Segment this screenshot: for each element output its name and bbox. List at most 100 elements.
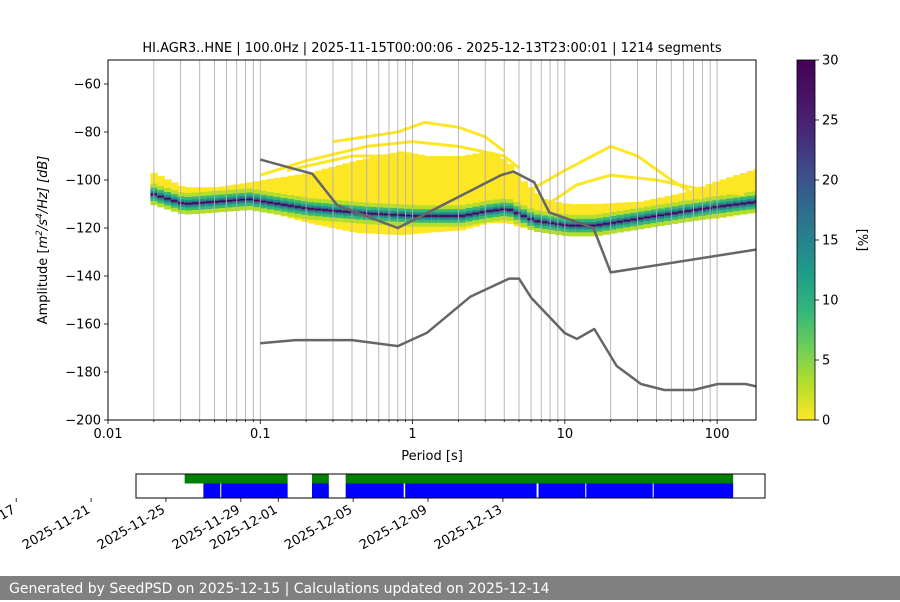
outlier-trace [286, 154, 459, 172]
density-cell [410, 215, 419, 217]
y-tick-label: −80 [74, 126, 101, 141]
colorbar-tick-label: 20 [822, 174, 839, 189]
density-cell [643, 216, 652, 219]
footer: Generated by SeedPSD on 2025-12-15 | Cal… [0, 576, 900, 600]
density-cell [403, 214, 412, 217]
density-cell [554, 223, 563, 225]
y-tick-label: −140 [65, 270, 101, 285]
density-cell [294, 206, 302, 208]
density-cell [746, 170, 755, 213]
density-cell [308, 208, 316, 210]
gap-marker [536, 483, 539, 498]
density-cell [472, 212, 480, 215]
colorbar-tick-label: 10 [822, 294, 839, 309]
y-tick-label: −180 [65, 366, 101, 381]
density-cell [486, 151, 494, 224]
colorbar-tick-label: 15 [822, 234, 839, 249]
density-cell [499, 208, 508, 211]
density-cell [506, 209, 515, 211]
density-cell [684, 210, 693, 212]
density-cell [218, 200, 227, 202]
density-cell [417, 154, 426, 234]
y-axis-ticks: −60 −80 −100 −120 −140 −160 −180 −200 [65, 78, 108, 429]
plot-area [108, 60, 756, 420]
density-cell [472, 153, 480, 227]
density-cell [314, 170, 323, 226]
density-cell [595, 224, 604, 226]
density-cell [520, 181, 528, 229]
density-cell [349, 161, 357, 233]
density-cell [458, 155, 467, 231]
availability-date-ticks: 2025-11-132025-11-172025-11-212025-11-25… [0, 498, 505, 553]
density-cell [369, 157, 378, 234]
used-span [311, 483, 329, 498]
colorbar-tick-label: 5 [822, 354, 830, 369]
plot-frame [107, 59, 757, 421]
density-cell [719, 205, 727, 207]
density-cell [451, 156, 460, 231]
density-cell [410, 153, 419, 235]
gap-marker [585, 483, 587, 498]
density-cell [287, 205, 295, 207]
used-span [203, 483, 288, 498]
density-cell [650, 215, 659, 218]
density-cell [225, 200, 234, 202]
density-cell [739, 202, 748, 205]
colorbar-tick-label: 25 [822, 114, 839, 129]
density-cell [616, 220, 624, 223]
density-cell [589, 224, 597, 227]
x-tick-label: 10 [557, 427, 574, 442]
density-cell [705, 207, 713, 209]
y-tick-label: −60 [74, 78, 101, 93]
colorbar [796, 59, 816, 421]
density-cell [465, 213, 474, 216]
density-cell [602, 223, 611, 225]
date-tick-label: 2025-11-25 [95, 502, 168, 553]
date-tick-label: 2025-12-09 [357, 502, 430, 553]
density-cell [431, 215, 439, 217]
density-cell [376, 155, 385, 235]
density-cell [499, 158, 508, 224]
density-cell [383, 154, 391, 235]
curve-nlnm [260, 277, 756, 392]
density-cell [451, 215, 460, 217]
density-cell [753, 168, 756, 212]
density-cell [280, 204, 289, 206]
density-cell [260, 200, 268, 203]
date-tick-label: 2025-11-21 [20, 502, 93, 553]
x-tick-label: 0.01 [94, 427, 123, 442]
y-axis-label: Amplitude [m2/s4/Hz] [dB] [35, 156, 51, 325]
curve-nhnm [259, 158, 756, 274]
x-axis-label: Period [s] [401, 449, 463, 464]
density-cell [321, 168, 330, 227]
density-cell [390, 214, 398, 216]
density-cell [342, 163, 350, 231]
colorbar-tick-label: 0 [822, 414, 830, 429]
density-cell [486, 210, 494, 212]
density-cell [520, 215, 528, 217]
density-cell [397, 151, 405, 236]
density-cell [246, 198, 254, 201]
density-cell [157, 195, 165, 198]
gap-marker [652, 483, 654, 498]
density-cell [657, 214, 665, 216]
density-cell [513, 212, 522, 214]
density-cell [671, 212, 679, 214]
density-cell [273, 203, 282, 205]
density-cell [712, 206, 720, 208]
density-cell [191, 202, 200, 204]
x-axis-ticks: 0.01 0.1 1 10 100 [94, 420, 730, 442]
density-cell [376, 213, 385, 215]
density-cell [328, 209, 337, 212]
density-cell [561, 224, 570, 226]
density-cell [205, 201, 213, 203]
density-cell [541, 221, 549, 223]
density-cell [253, 199, 261, 202]
density-cell [403, 152, 412, 235]
density-cell [431, 156, 439, 233]
density-cell [568, 224, 576, 227]
outlier-trace [332, 120, 506, 153]
y-tick-label: −100 [65, 174, 101, 189]
density-cell [335, 165, 343, 230]
density-cell [493, 209, 501, 211]
